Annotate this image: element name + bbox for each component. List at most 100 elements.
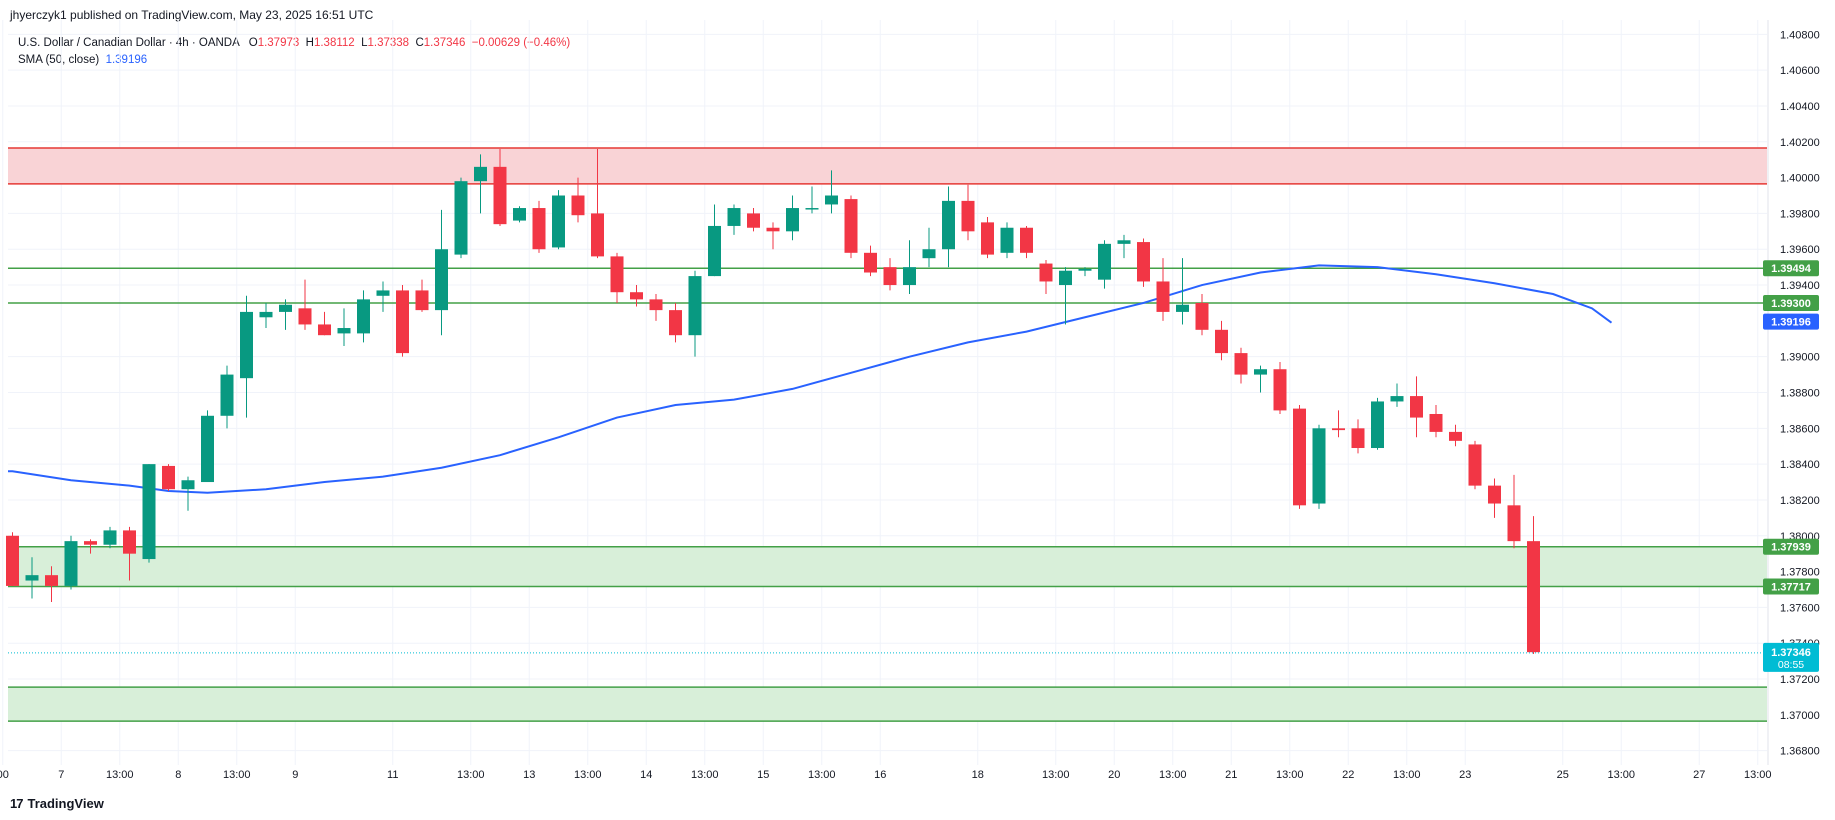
candle-up — [454, 181, 468, 255]
x-tick-label: 13:00 — [1159, 769, 1187, 781]
price-label-text: 1.39300 — [1771, 298, 1811, 310]
time-axis[interactable]: 00 7 13:00 8 13:00 9 11 13:00 13 13:00 14 13:00 15 13… — [0, 769, 1772, 781]
candle-up — [922, 249, 936, 259]
low-label: L — [361, 37, 368, 49]
x-tick-label: 13:00 — [106, 769, 134, 781]
x-tick-label: 13:00 — [574, 769, 602, 781]
sma-label: SMA (50, close) — [18, 54, 100, 66]
x-tick-label: 13:00 — [1042, 769, 1070, 781]
candle-down — [981, 222, 994, 255]
x-tick-label: 13:00 — [808, 769, 836, 781]
candle-up — [142, 464, 156, 560]
candle-up — [513, 208, 526, 221]
price-label-box — [1763, 538, 1819, 555]
candle-down — [1507, 505, 1521, 542]
tradingview-logo[interactable]: 17 TradingView — [10, 796, 104, 811]
candle-down — [766, 227, 780, 232]
y-tick-label: 1.37000 — [1780, 710, 1820, 722]
x-tick-label: 13:00 — [457, 769, 485, 781]
candle-down — [1039, 263, 1053, 282]
x-tick-label: 14 — [640, 769, 652, 781]
x-tick-label: 16 — [874, 769, 886, 781]
candle-up — [1371, 401, 1384, 449]
candle-up — [786, 208, 799, 232]
price-labels: 1.39494 1.39300 1.39196 1.37939 1.37717 1.373… — [1763, 260, 1819, 672]
candle-down — [1351, 428, 1365, 449]
candle-down — [1332, 428, 1345, 431]
x-tick-label: 13:00 — [691, 769, 719, 781]
candle-down — [415, 290, 429, 311]
sma-line — [8, 264, 1613, 494]
candle-up — [181, 480, 195, 490]
candle-down — [84, 541, 97, 545]
y-tick-label: 1.38400 — [1780, 459, 1820, 471]
candle-up — [474, 166, 487, 182]
x-tick-label: 20 — [1108, 769, 1120, 781]
candle-up — [1176, 304, 1189, 312]
x-tick-label: 13:00 — [1607, 769, 1635, 781]
sma-value: 1.39196 — [105, 54, 148, 66]
candle-down — [961, 200, 975, 232]
y-tick-label: 1.40200 — [1780, 137, 1820, 149]
price-label-text: 1.37717 — [1771, 581, 1811, 593]
y-tick-label: 1.40800 — [1780, 29, 1820, 41]
candle-down — [591, 213, 604, 257]
candle-down — [883, 267, 897, 286]
candle-down — [493, 166, 507, 225]
candle-down — [649, 299, 663, 311]
candle-down — [1137, 242, 1150, 282]
candle-up — [805, 208, 819, 210]
candle-up — [376, 290, 390, 296]
price-label-box — [1763, 260, 1819, 277]
high-value: 1.38112 — [313, 37, 355, 49]
candle-down — [571, 195, 585, 216]
candle-down — [747, 213, 760, 228]
candle-down — [1234, 353, 1248, 375]
candle-down — [1020, 227, 1033, 253]
x-tick-label: 13 — [523, 769, 535, 781]
candle-up — [64, 541, 78, 586]
candle-up — [220, 374, 234, 416]
x-tick-label: 00 — [0, 769, 9, 781]
y-tick-label: 1.36800 — [1780, 746, 1820, 758]
tradingview-brand: TradingView — [27, 796, 104, 811]
candle-down — [844, 199, 858, 253]
price-label-text: 1.39494 — [1771, 263, 1812, 275]
candle-down — [610, 256, 624, 293]
candle-up — [1078, 268, 1092, 271]
x-tick-label: 21 — [1225, 769, 1237, 781]
x-tick-label: 13:00 — [1744, 769, 1772, 781]
candle-up — [942, 200, 955, 250]
candle-down — [1195, 302, 1209, 330]
candle-down — [1293, 408, 1306, 506]
x-tick-label: 11 — [387, 769, 398, 781]
candle-up — [552, 195, 565, 248]
x-tick-label: 8 — [175, 769, 181, 781]
candle-down — [396, 290, 409, 354]
candle-up — [1117, 240, 1131, 244]
x-tick-label: 25 — [1557, 769, 1569, 781]
candle-up — [1390, 396, 1404, 402]
current-price-text: 1.37346 — [1771, 647, 1811, 659]
candle-down — [1156, 281, 1170, 312]
candle-down — [123, 530, 136, 554]
price-label-text: 1.37939 — [1771, 542, 1811, 554]
candle-up — [201, 415, 214, 483]
x-tick-label: 9 — [292, 769, 298, 781]
candle-up — [337, 328, 351, 334]
x-tick-label: 27 — [1693, 769, 1705, 781]
chart-legend: U.S. Dollar / Canadian Dollar · 4h · OAN… — [18, 35, 570, 69]
candle-up — [240, 311, 253, 379]
candle-down — [318, 324, 331, 336]
candles — [6, 148, 1540, 654]
candle-down — [1527, 541, 1540, 653]
y-tick-label: 1.40400 — [1780, 101, 1820, 113]
y-tick-label: 1.39600 — [1780, 244, 1820, 256]
price-label-box — [1763, 578, 1819, 595]
candle-down — [1468, 444, 1482, 486]
y-tick-label: 1.38200 — [1780, 495, 1820, 507]
close-value: 1.37346 — [423, 37, 466, 49]
candle-down — [864, 252, 877, 273]
high-label: H — [305, 37, 314, 49]
